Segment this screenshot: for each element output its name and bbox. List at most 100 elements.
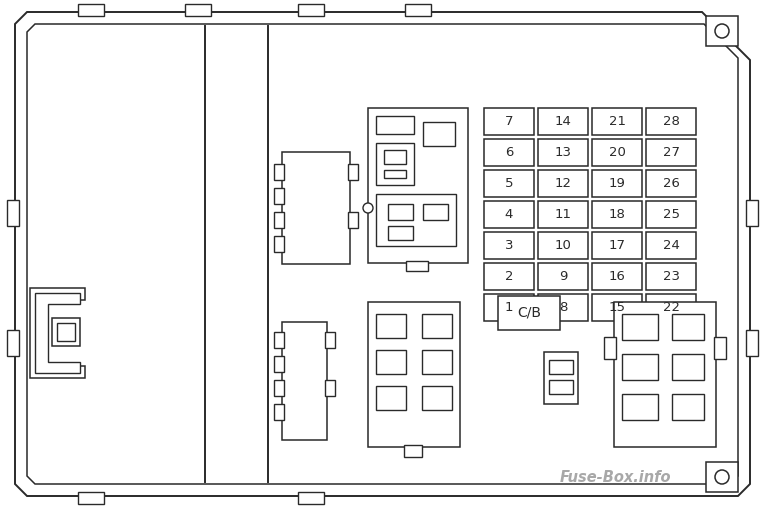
Bar bbox=[646, 232, 696, 259]
Text: 12: 12 bbox=[554, 177, 571, 190]
Bar bbox=[78, 492, 104, 504]
Bar bbox=[405, 4, 431, 16]
Bar bbox=[646, 170, 696, 197]
Bar bbox=[423, 122, 455, 146]
Bar bbox=[422, 350, 452, 374]
Text: 9: 9 bbox=[559, 270, 567, 283]
Bar bbox=[376, 116, 414, 134]
Bar bbox=[422, 386, 452, 410]
Text: 11: 11 bbox=[554, 208, 571, 221]
Text: 10: 10 bbox=[554, 239, 571, 252]
Bar bbox=[422, 314, 452, 338]
Bar bbox=[274, 164, 284, 180]
Bar bbox=[7, 330, 19, 356]
Bar bbox=[404, 445, 422, 457]
Bar bbox=[622, 354, 658, 380]
Text: 18: 18 bbox=[608, 208, 625, 221]
Bar bbox=[538, 108, 588, 135]
Bar bbox=[282, 322, 327, 440]
Bar bbox=[325, 332, 335, 348]
Bar bbox=[57, 323, 75, 341]
Bar bbox=[646, 201, 696, 228]
Bar bbox=[274, 380, 284, 396]
Bar bbox=[274, 236, 284, 252]
Bar bbox=[706, 16, 738, 46]
Bar bbox=[282, 152, 350, 264]
Bar bbox=[388, 204, 413, 220]
Bar bbox=[544, 352, 578, 404]
Bar bbox=[78, 4, 104, 16]
Bar bbox=[348, 164, 358, 180]
Bar bbox=[274, 212, 284, 228]
Bar bbox=[368, 302, 460, 447]
Bar bbox=[746, 200, 758, 226]
Bar bbox=[646, 294, 696, 321]
Bar bbox=[604, 337, 616, 359]
Bar bbox=[672, 314, 704, 340]
Bar bbox=[406, 261, 428, 271]
Bar bbox=[484, 294, 534, 321]
Text: Fuse-Box.info: Fuse-Box.info bbox=[559, 470, 671, 486]
Bar bbox=[714, 337, 726, 359]
Polygon shape bbox=[30, 288, 85, 378]
Text: 2: 2 bbox=[505, 270, 514, 283]
Text: 4: 4 bbox=[505, 208, 513, 221]
Bar bbox=[484, 108, 534, 135]
Bar bbox=[376, 314, 406, 338]
Bar bbox=[274, 404, 284, 420]
Bar bbox=[592, 263, 642, 290]
Bar bbox=[298, 492, 324, 504]
Bar bbox=[672, 394, 704, 420]
Bar bbox=[484, 139, 534, 166]
Bar bbox=[376, 386, 406, 410]
Bar bbox=[592, 294, 642, 321]
Text: 26: 26 bbox=[662, 177, 679, 190]
Bar bbox=[646, 263, 696, 290]
Text: 1: 1 bbox=[505, 301, 514, 314]
Bar bbox=[484, 263, 534, 290]
Bar bbox=[498, 296, 560, 330]
Bar bbox=[185, 4, 211, 16]
Bar bbox=[646, 139, 696, 166]
Polygon shape bbox=[15, 12, 750, 496]
Bar bbox=[274, 332, 284, 348]
Text: 14: 14 bbox=[554, 115, 571, 128]
Bar bbox=[376, 350, 406, 374]
Bar bbox=[484, 170, 534, 197]
Bar bbox=[592, 232, 642, 259]
Bar bbox=[538, 294, 588, 321]
Bar bbox=[325, 380, 335, 396]
Bar bbox=[538, 201, 588, 228]
Bar bbox=[614, 302, 716, 447]
Text: 21: 21 bbox=[608, 115, 625, 128]
Text: 8: 8 bbox=[559, 301, 567, 314]
Bar bbox=[484, 232, 534, 259]
Text: 17: 17 bbox=[608, 239, 625, 252]
Bar bbox=[7, 200, 19, 226]
Text: 19: 19 bbox=[608, 177, 625, 190]
Circle shape bbox=[363, 203, 373, 213]
Text: 23: 23 bbox=[662, 270, 679, 283]
Text: 28: 28 bbox=[662, 115, 679, 128]
Bar bbox=[52, 318, 80, 346]
Bar bbox=[538, 232, 588, 259]
Bar bbox=[368, 108, 468, 263]
Bar bbox=[388, 226, 413, 240]
Text: 13: 13 bbox=[554, 146, 571, 159]
Text: 22: 22 bbox=[662, 301, 679, 314]
Text: 27: 27 bbox=[662, 146, 679, 159]
Circle shape bbox=[715, 24, 729, 38]
Bar bbox=[549, 380, 573, 394]
Bar bbox=[706, 462, 738, 492]
Bar bbox=[592, 201, 642, 228]
Polygon shape bbox=[35, 293, 80, 373]
Bar bbox=[592, 108, 642, 135]
Bar bbox=[538, 263, 588, 290]
Text: 3: 3 bbox=[505, 239, 514, 252]
Text: C/B: C/B bbox=[517, 306, 541, 320]
Text: 25: 25 bbox=[662, 208, 679, 221]
Text: 6: 6 bbox=[505, 146, 513, 159]
Bar bbox=[423, 204, 448, 220]
Bar bbox=[376, 143, 414, 185]
Text: 20: 20 bbox=[608, 146, 625, 159]
